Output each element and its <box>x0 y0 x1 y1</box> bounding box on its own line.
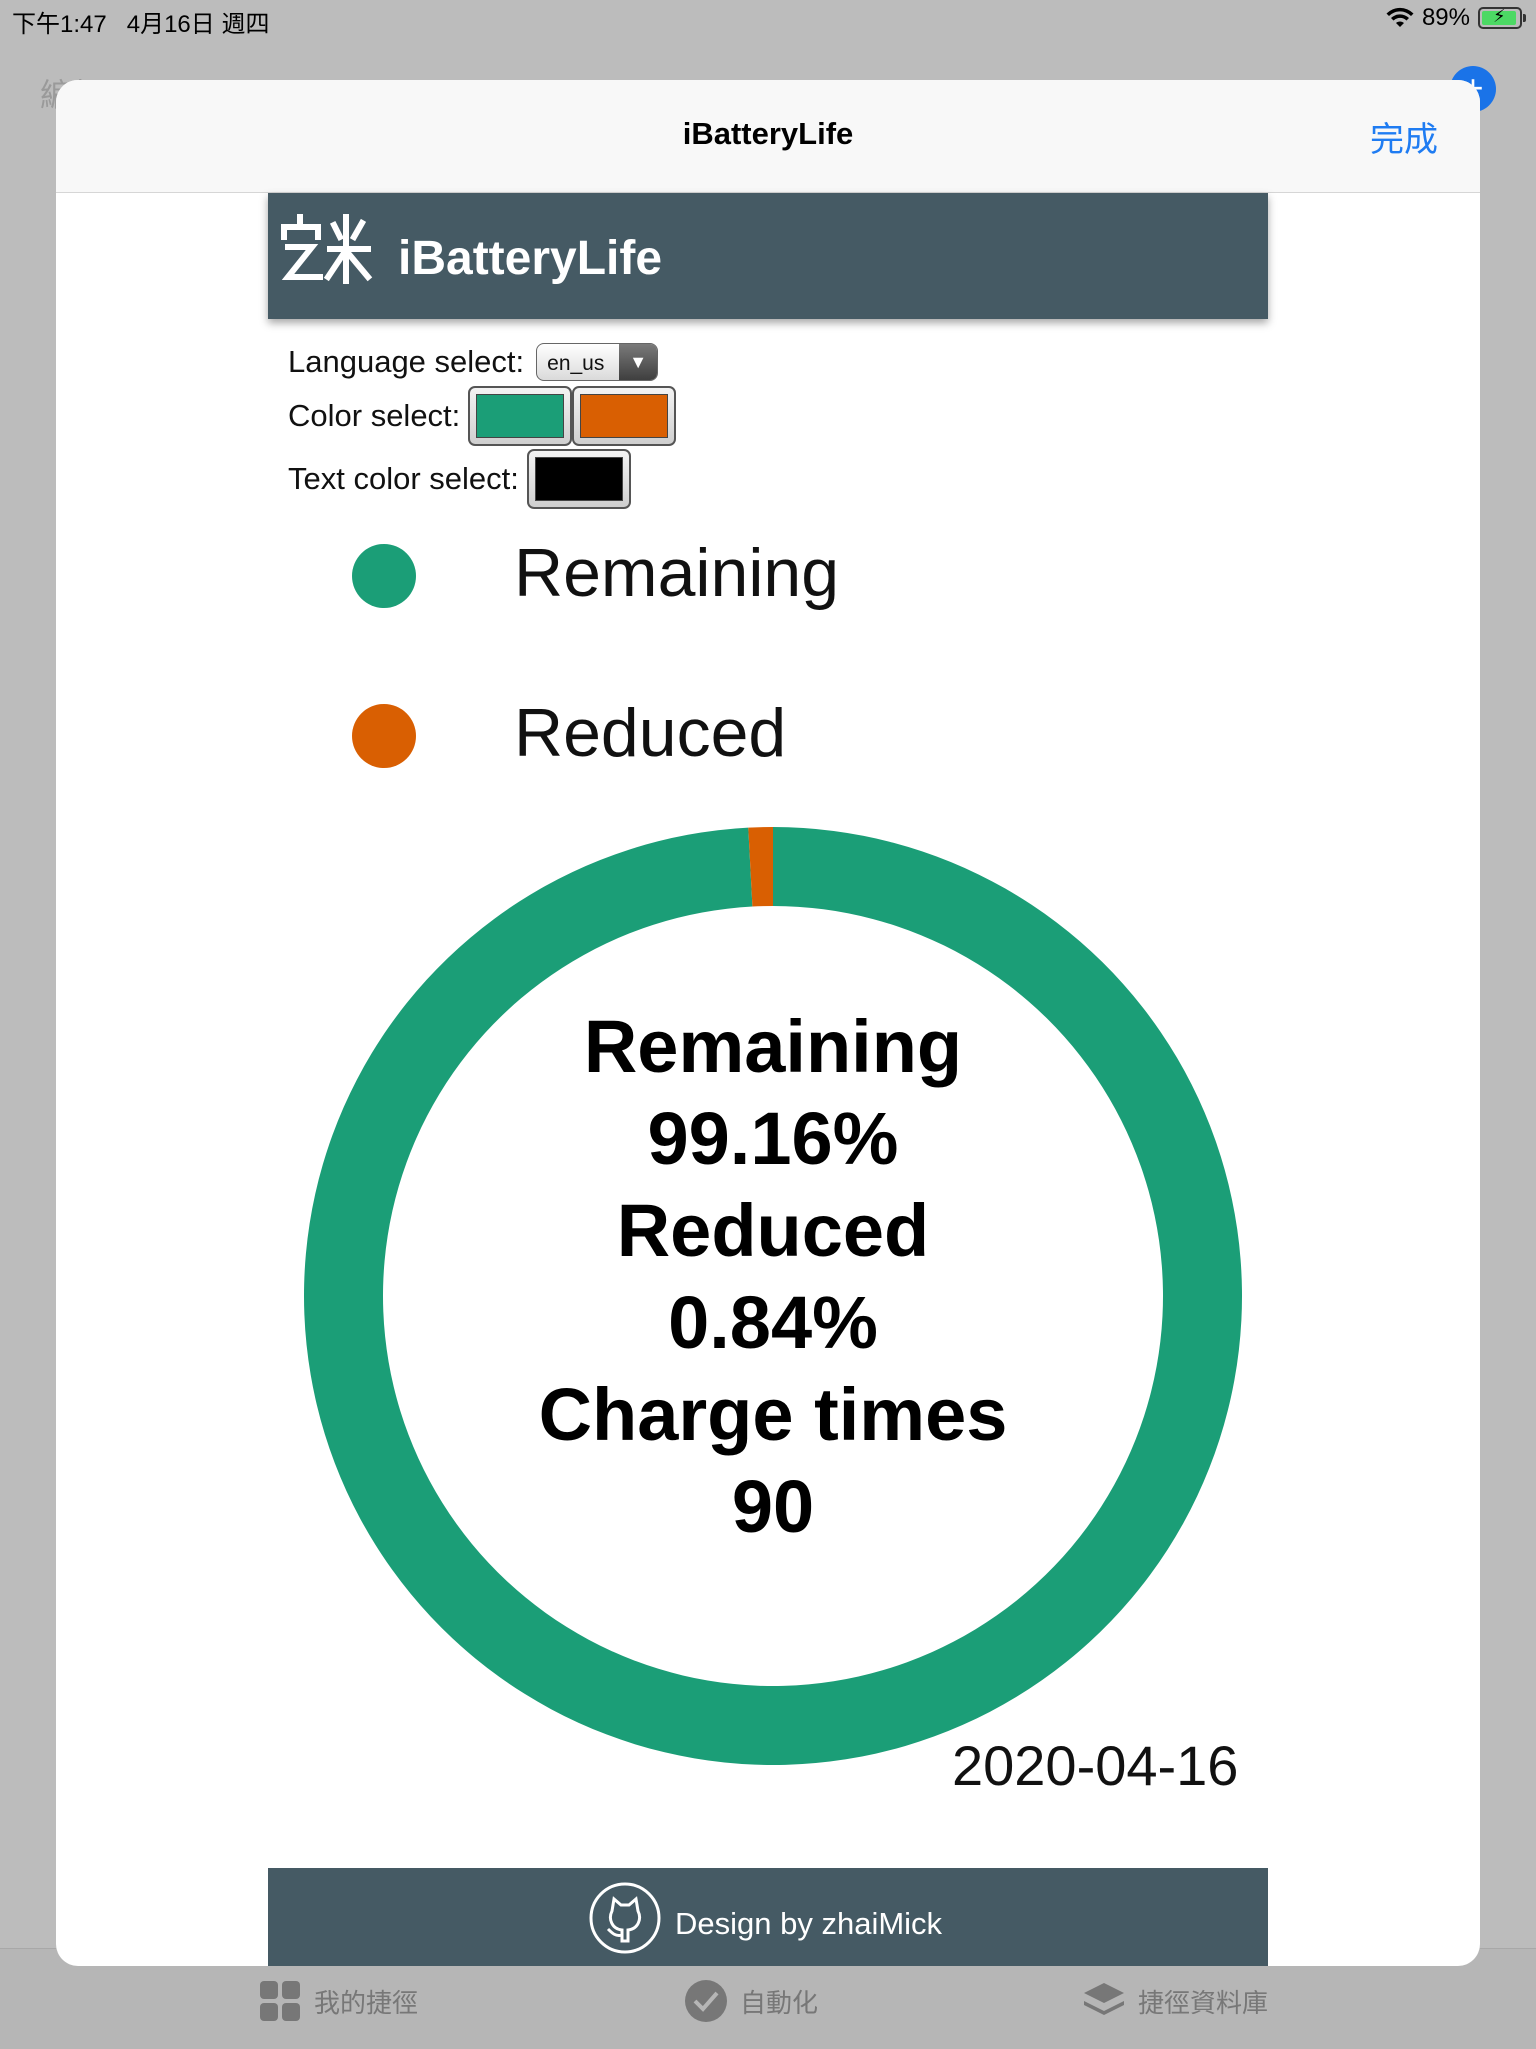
status-date: 4月16日 週四 <box>126 11 270 38</box>
text-color-row: Text color select: <box>288 449 631 509</box>
language-label: Language select: <box>288 344 525 379</box>
tab-my-shortcuts[interactable]: 我的捷徑 <box>258 1979 418 2023</box>
remaining-color-swatch <box>476 394 565 438</box>
remaining-color-picker[interactable] <box>468 386 573 446</box>
modal-title: iBatteryLife <box>682 116 854 151</box>
layers-icon <box>1084 1983 1124 2015</box>
status-time: 下午1:47 <box>12 11 107 38</box>
text-color-picker[interactable] <box>526 449 631 509</box>
chevron-down-icon: ▼ <box>619 344 658 380</box>
app-header: iBatteryLife <box>268 193 1268 319</box>
center-charge-label: Charge times <box>539 1373 1008 1456</box>
battery-donut-chart: Remaining 99.16% Reduced 0.84% Charge ti… <box>304 827 1242 1765</box>
status-bar: 下午1:47 4月16日 週四 89% ⚡ <box>0 0 1536 40</box>
done-button[interactable]: 完成 <box>1370 121 1438 159</box>
reduced-color-swatch <box>580 394 669 438</box>
footer-credit: Design by zhaiMick <box>675 1906 943 1941</box>
app-footer: Design by zhaiMick <box>268 1868 1268 1966</box>
tab-label: 自動化 <box>740 1987 819 2018</box>
status-time-date: 下午1:47 4月16日 週四 <box>12 4 269 39</box>
donut-slice-reduced <box>748 827 773 907</box>
tab-label: 我的捷徑 <box>314 1987 419 2018</box>
status-right: 89% ⚡ <box>1386 4 1526 32</box>
color-label: Color select: <box>288 398 461 433</box>
chart-date: 2020-04-16 <box>952 1734 1239 1797</box>
center-charge-value: 90 <box>732 1465 814 1548</box>
language-value: en_us <box>547 352 605 375</box>
app-title: iBatteryLife <box>398 232 663 285</box>
tab-label: 捷徑資料庫 <box>1138 1987 1269 2018</box>
zhai-logo-icon <box>281 214 373 284</box>
wifi-icon <box>1386 7 1414 27</box>
legend-remaining-label: Remaining <box>514 535 840 611</box>
language-row: Language select: en_us ▼ <box>288 343 659 381</box>
grid-icon <box>260 1981 300 2021</box>
legend-reduced-label: Reduced <box>514 695 787 771</box>
language-select[interactable]: en_us ▼ <box>536 343 659 381</box>
navigation-bar: iBatteryLife 完成 <box>56 80 1480 193</box>
legend-remaining-dot <box>352 544 416 608</box>
legend-reduced-dot <box>352 704 416 768</box>
center-reduced-label: Reduced <box>617 1189 930 1272</box>
battery-icon: ⚡ <box>1478 6 1526 29</box>
reduced-color-picker[interactable] <box>572 386 677 446</box>
github-icon[interactable] <box>588 1881 662 1955</box>
check-circle-icon <box>685 1980 727 2022</box>
web-content: iBatteryLife Language select: en_us ▼ Co… <box>56 193 1480 1966</box>
center-reduced-value: 0.84% <box>668 1281 878 1364</box>
text-color-label: Text color select: <box>288 461 519 496</box>
battery-percent: 89% <box>1421 4 1470 31</box>
center-remaining-label: Remaining <box>584 1005 962 1088</box>
tab-gallery[interactable]: 捷徑資料庫 <box>1082 1979 1268 2023</box>
modal-sheet: iBatteryLife 完成 iBatteryLife Language se… <box>56 80 1480 1966</box>
tab-automation[interactable]: 自動化 <box>684 1979 818 2023</box>
color-row: Color select: <box>288 386 677 446</box>
text-color-swatch <box>534 457 623 501</box>
center-remaining-value: 99.16% <box>648 1097 899 1180</box>
